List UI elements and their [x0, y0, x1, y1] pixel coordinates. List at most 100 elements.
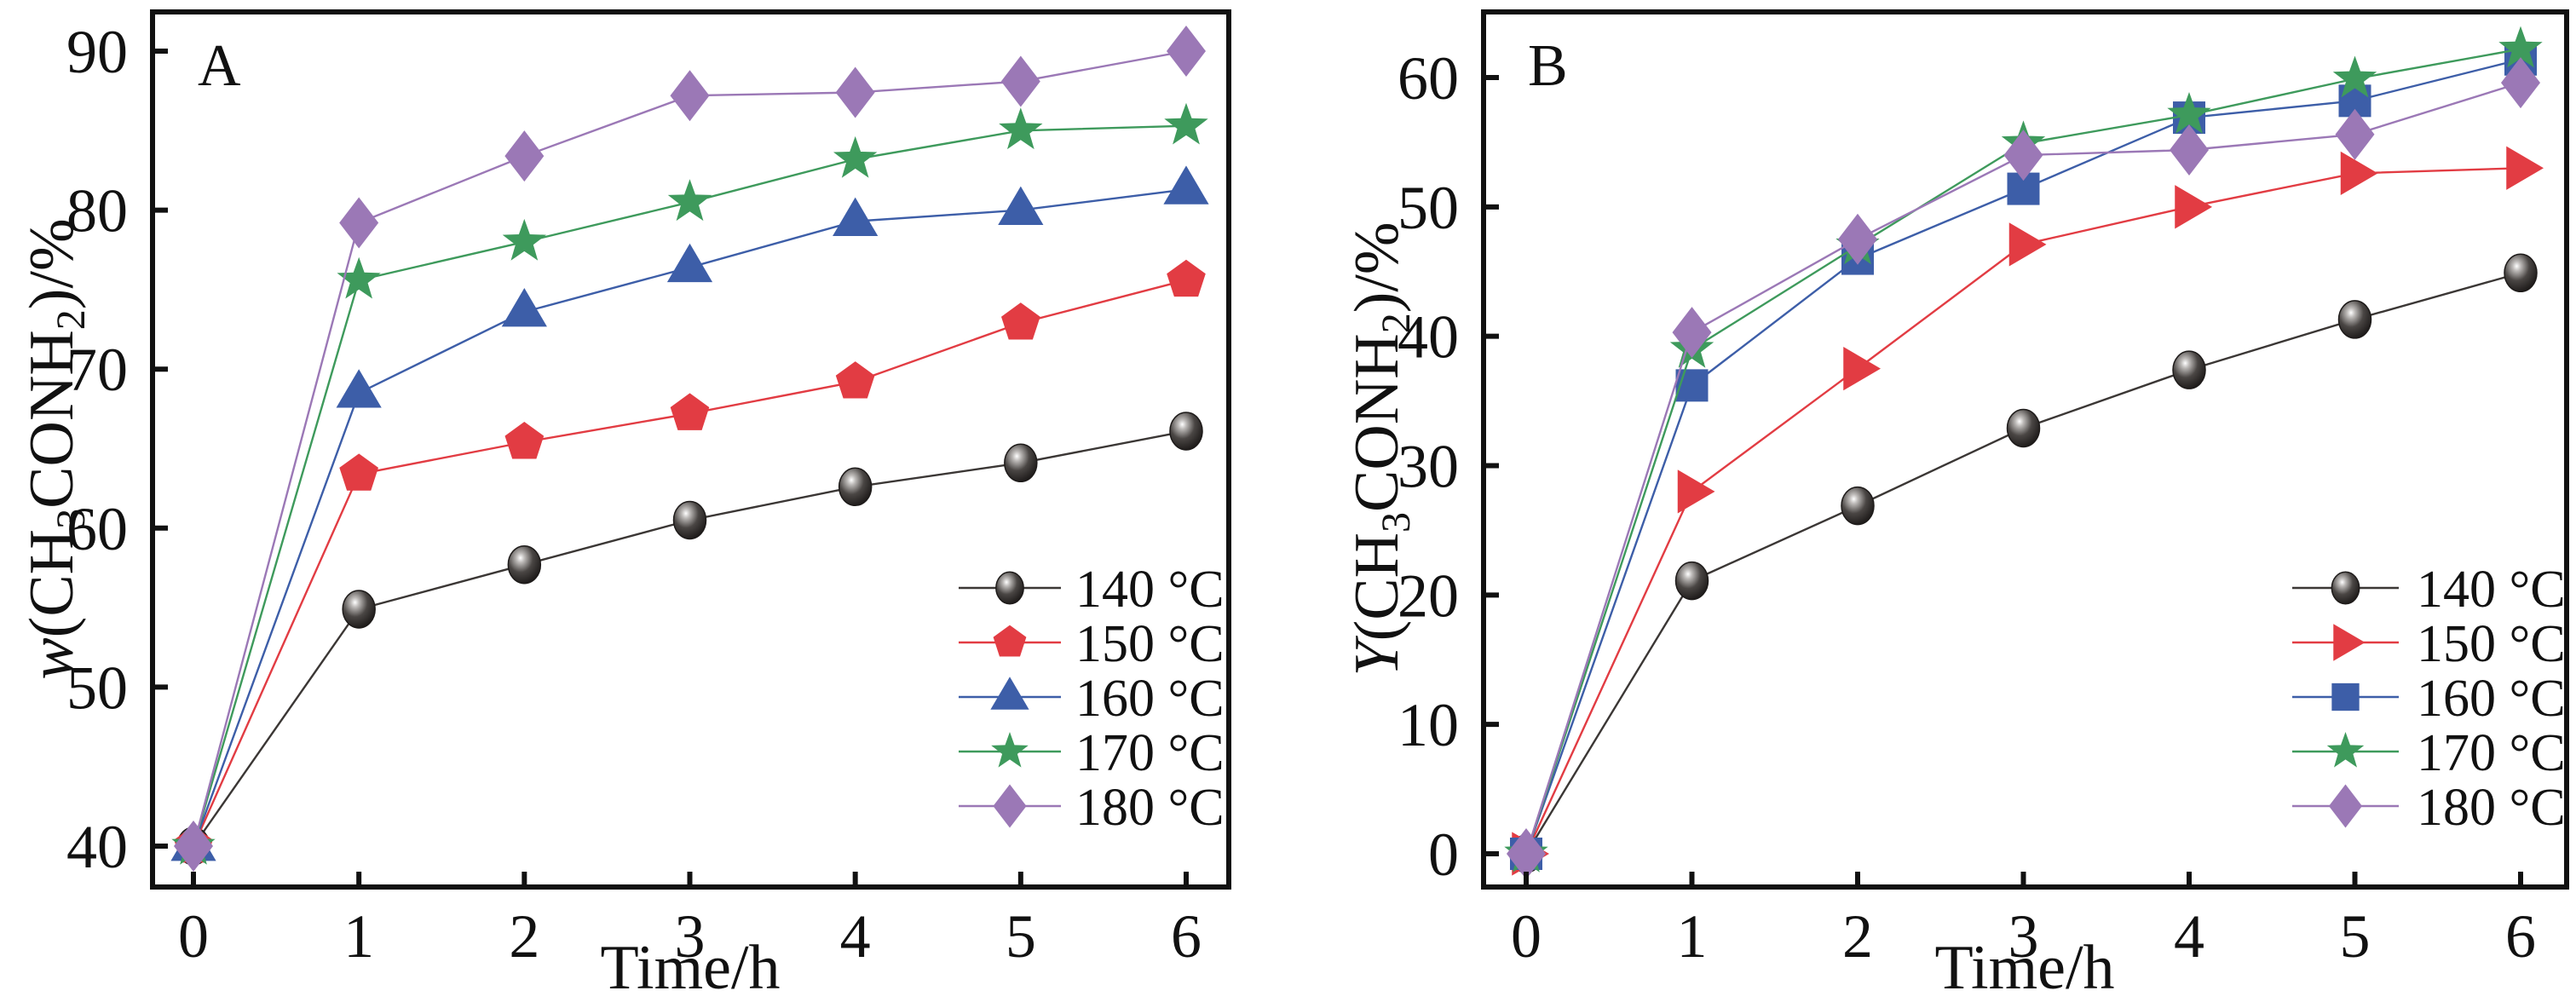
- legend-item: 170 °C: [959, 724, 1225, 782]
- data-point-marker: [2506, 146, 2544, 190]
- legend-item: 160 °C: [2292, 670, 2566, 728]
- data-point-marker: [1169, 412, 1203, 451]
- data-point-marker: [1167, 259, 1206, 297]
- legend-item: 180 °C: [2292, 779, 2566, 837]
- data-point-marker: [2172, 350, 2206, 389]
- legend-label: 160 °C: [1075, 670, 1225, 728]
- panel-b-y-tick-label: 20: [1397, 562, 1459, 630]
- panel-b-y-tick-label: 40: [1397, 303, 1459, 372]
- data-point-marker: [2335, 108, 2375, 160]
- data-point-marker: [838, 467, 873, 507]
- panel-b-y-title-part2: CONH: [1342, 333, 1412, 512]
- legend-marker: [993, 784, 1027, 828]
- panel-b-y-tick-label: 10: [1397, 691, 1459, 759]
- panel-b-y-title-sub1: 3: [1374, 512, 1419, 533]
- data-point-marker: [835, 66, 875, 118]
- legend-marker: [995, 571, 1024, 605]
- panel-b-x-tick-label: 5: [2340, 902, 2371, 971]
- data-point-marker: [1000, 55, 1040, 107]
- series-line: [193, 429, 1187, 847]
- data-point-marker: [1843, 346, 1881, 391]
- data-point-marker: [2167, 92, 2211, 134]
- panel-a-y-tick-label: 90: [66, 18, 128, 86]
- data-point-marker: [2006, 408, 2041, 448]
- panel-a-series-180: [174, 26, 1206, 872]
- panel-a-x-axis-title: Time/h: [600, 933, 780, 1003]
- legend-marker: [990, 677, 1029, 710]
- panel-a-y-tick-label: 50: [66, 654, 128, 722]
- legend-label: 160 °C: [2417, 670, 2566, 728]
- data-point-marker: [999, 107, 1043, 150]
- legend-label: 170 °C: [2417, 724, 2566, 782]
- data-point-marker: [339, 197, 379, 249]
- panel-b-letter: B: [1528, 33, 1568, 99]
- legend-item: 150 °C: [2292, 615, 2566, 673]
- series-line: [192, 124, 1187, 847]
- legend-item: 150 °C: [959, 615, 1225, 673]
- panel-a-y-title-sub1: 3: [49, 509, 94, 529]
- data-point-marker: [1677, 469, 1715, 514]
- panel-a-series: [170, 26, 1209, 872]
- legend-label: 150 °C: [1075, 615, 1225, 673]
- data-point-marker: [1841, 486, 1875, 526]
- legend-label: 170 °C: [1075, 724, 1225, 782]
- panel-a-x-tick-label: 2: [509, 902, 539, 971]
- data-point-marker: [2332, 55, 2377, 98]
- legend-marker: [993, 625, 1027, 657]
- panel-b-y-tick-label: 50: [1397, 174, 1459, 242]
- data-point-marker: [666, 243, 713, 283]
- legend-marker: [991, 732, 1029, 768]
- legend-marker: [2326, 732, 2365, 768]
- data-point-marker: [1163, 165, 1209, 204]
- legend-item: 140 °C: [2292, 561, 2566, 619]
- panel-b-y-tick-label: 0: [1428, 821, 1459, 889]
- data-point-marker: [2003, 130, 2043, 181]
- series-line: [192, 279, 1187, 847]
- panel-a-y-title-part2: CONH: [17, 330, 87, 509]
- panel-a-x-tick-label: 0: [178, 902, 209, 971]
- panel-a-series-140: [176, 412, 1203, 866]
- series-line: [1524, 272, 2521, 855]
- panel-b-x-tick-label: 4: [2174, 902, 2204, 971]
- data-point-marker: [501, 288, 547, 327]
- panel-b-x-axis-title: Time/h: [1934, 933, 2114, 1003]
- data-point-marker: [1675, 369, 1709, 402]
- panel-a-x-tick-label: 5: [1006, 902, 1036, 971]
- panel-a-series-150: [174, 259, 1206, 863]
- series-line: [192, 49, 1187, 847]
- data-point-marker: [2501, 57, 2540, 109]
- data-point-marker: [2337, 300, 2372, 339]
- data-point-marker: [1004, 443, 1038, 483]
- data-point-marker: [1001, 302, 1040, 340]
- panel-b-y-title-part3: )/%: [1342, 222, 1412, 313]
- data-point-marker: [1507, 828, 1546, 879]
- legend-label: 150 °C: [2417, 615, 2566, 673]
- panel-a-ticks: 0 1 2 3 4 5 6 40 50 60 70 80 90: [66, 18, 1202, 971]
- data-point-marker: [2498, 26, 2543, 68]
- data-point-marker: [667, 179, 712, 222]
- legend-item: 180 °C: [959, 779, 1225, 837]
- data-point-marker: [670, 70, 710, 122]
- panel-b-x-tick-label: 1: [1677, 902, 1708, 971]
- panel-a-x-tick-label: 6: [1171, 902, 1202, 971]
- panel-a-x-tick-label: 4: [840, 902, 871, 971]
- panel-b-y-title-part1: (CH: [1342, 533, 1412, 641]
- legend-label: 140 °C: [2417, 561, 2566, 619]
- panel-a-y-tick-label: 60: [66, 495, 128, 563]
- legend-marker: [2331, 683, 2360, 711]
- data-point-marker: [833, 197, 879, 237]
- legend-marker: [2331, 571, 2360, 605]
- panel-a-y-tick-label: 70: [66, 336, 128, 404]
- data-point-marker: [1838, 213, 1877, 265]
- data-point-marker: [2170, 124, 2209, 176]
- data-point-marker: [504, 130, 545, 182]
- panel-b-y-axis-title: Y(CH3CONH2)/%: [1342, 222, 1419, 676]
- data-point-marker: [337, 256, 381, 299]
- legend-label: 140 °C: [1075, 561, 1225, 619]
